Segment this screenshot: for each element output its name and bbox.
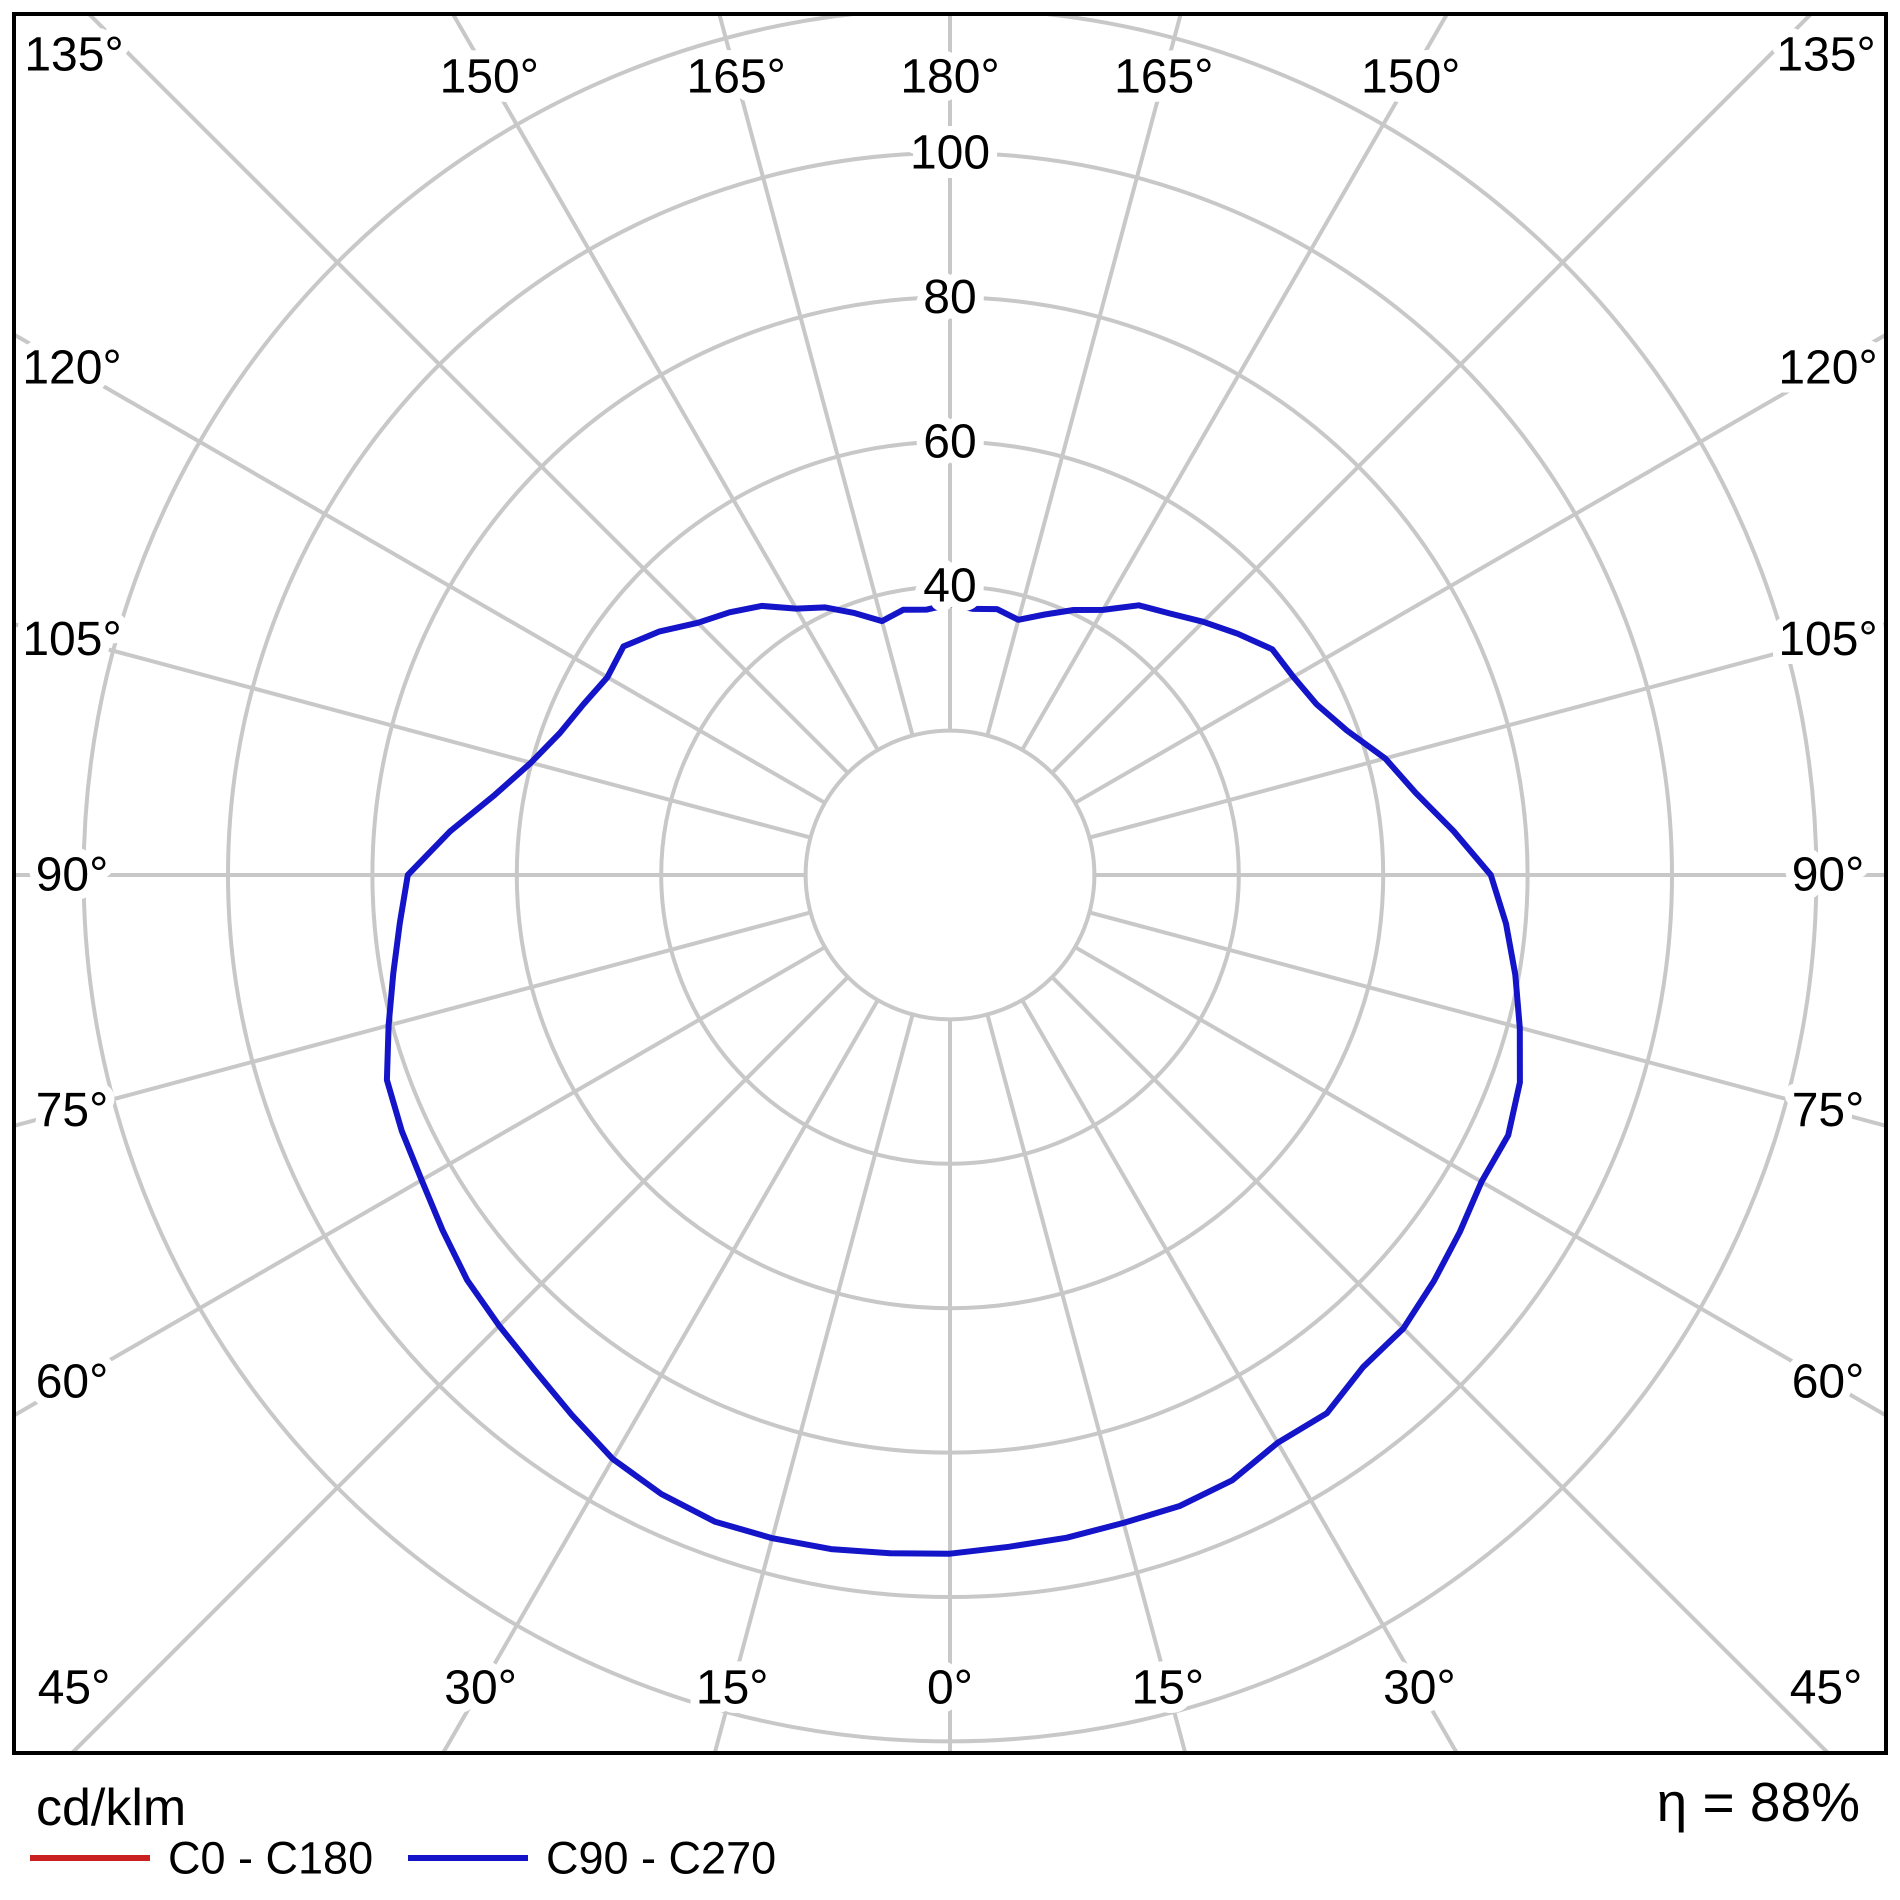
angle-label-150-l: 150° [440,51,539,104]
grid-spoke-240 [16,333,826,805]
chart-frame [12,12,1888,1755]
grid-spoke-210 [451,16,880,751]
angle-label-60-r: 60° [1792,1355,1865,1408]
angle-labels: 180° 165° 165° 150° 150° 135° 135° 120° 120° 105°… [13,20,1886,1724]
efficiency-label: η = 88% [1657,1771,1860,1833]
grid-spoke-345 [713,1013,915,1751]
grid-spoke-255 [16,622,812,840]
grid-spoke-105 [1088,622,1884,840]
intensity-curves [383,601,1523,1557]
angle-label-120-l: 120° [22,342,121,395]
angle-label-135-l: 135° [24,29,123,82]
radial-tick-label-60: 60 [923,415,976,468]
angle-label-105-r: 105° [1778,613,1877,666]
angle-label-30-r: 30° [1383,1662,1456,1715]
radial-tick-label-40: 40 [923,560,976,613]
angle-label-120-r: 120° [1778,342,1877,395]
angle-label-15-r: 15° [1132,1662,1205,1715]
angle-label-105-l: 105° [22,613,121,666]
curve-c90-c270 [383,601,1523,1557]
angle-label-60-l: 60° [36,1355,109,1408]
angle-label-135-r: 135° [1776,29,1875,82]
grid-spoke-330 [441,999,880,1751]
grid-spoke-75 [1088,910,1884,1128]
grid-spoke-30 [1020,999,1459,1751]
angle-label-30-l: 30° [444,1662,517,1715]
angle-label-45-l: 45° [38,1662,111,1715]
grid-spoke-60 [1074,945,1884,1417]
radial-tick-label-100: 100 [910,127,990,180]
radial-tick-label-80: 80 [923,271,976,324]
grid-spoke-225 [88,16,850,775]
legend-label-c0-c180: C0 - C180 [168,1833,373,1884]
grid-spoke-135 [1050,16,1812,775]
angle-label-90-r: 90° [1792,849,1865,902]
radial-tick-labels: 40 60 80 100 [901,118,999,622]
unit-label: cd/klm [36,1779,186,1837]
angle-label-15-l: 15° [696,1662,769,1715]
angle-label-150-r: 150° [1361,51,1460,104]
grid-spoke-165 [985,16,1183,737]
angle-label-165-r: 165° [1114,51,1213,104]
grid-spoke-300 [16,945,826,1417]
angle-label-0: 0° [927,1662,973,1715]
grid-spoke-15 [985,1013,1187,1751]
legend: C0 - C180 C90 - C270 [30,1833,776,1884]
angle-label-75-l: 75° [36,1084,109,1137]
grid-spoke-120 [1074,333,1884,805]
grid-spoke-285 [16,910,812,1128]
angle-label-165-l: 165° [687,51,786,104]
grid-spoke-315 [71,975,850,1751]
grid-spoke-45 [1050,975,1829,1751]
angle-label-45-r: 45° [1790,1662,1863,1715]
angle-label-90-l: 90° [36,849,109,902]
angle-label-75-r: 75° [1792,1084,1865,1137]
angle-label-180: 180° [900,51,999,104]
legend-label-c90-c270: C90 - C270 [546,1833,776,1884]
grid-spoke-150 [1020,16,1449,751]
grid-spoke-195 [717,16,915,737]
